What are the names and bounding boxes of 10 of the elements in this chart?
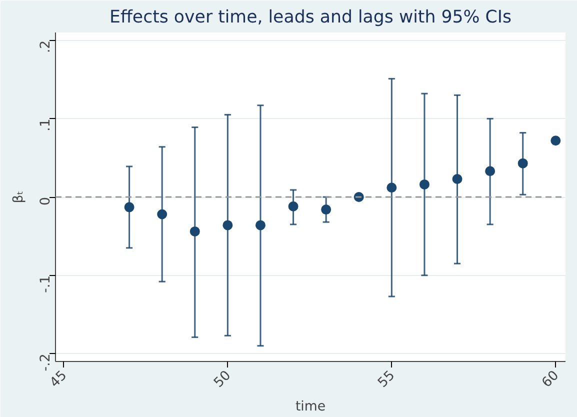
x-tick-label: 55 — [375, 368, 398, 391]
chart-title: Effects over time, leads and lags with 95% CIs — [110, 8, 512, 28]
y-tick-label: 0 — [38, 196, 54, 206]
x-tick-label: 50 — [211, 368, 234, 391]
y-tick-label: -.1 — [38, 275, 54, 293]
x-tick-label: 60 — [539, 368, 562, 391]
y-axis-title: βₜ — [12, 190, 26, 204]
x-axis-title: time — [295, 400, 326, 415]
y-tick-label: .1 — [38, 118, 54, 132]
y-tick-label: .2 — [38, 40, 54, 54]
